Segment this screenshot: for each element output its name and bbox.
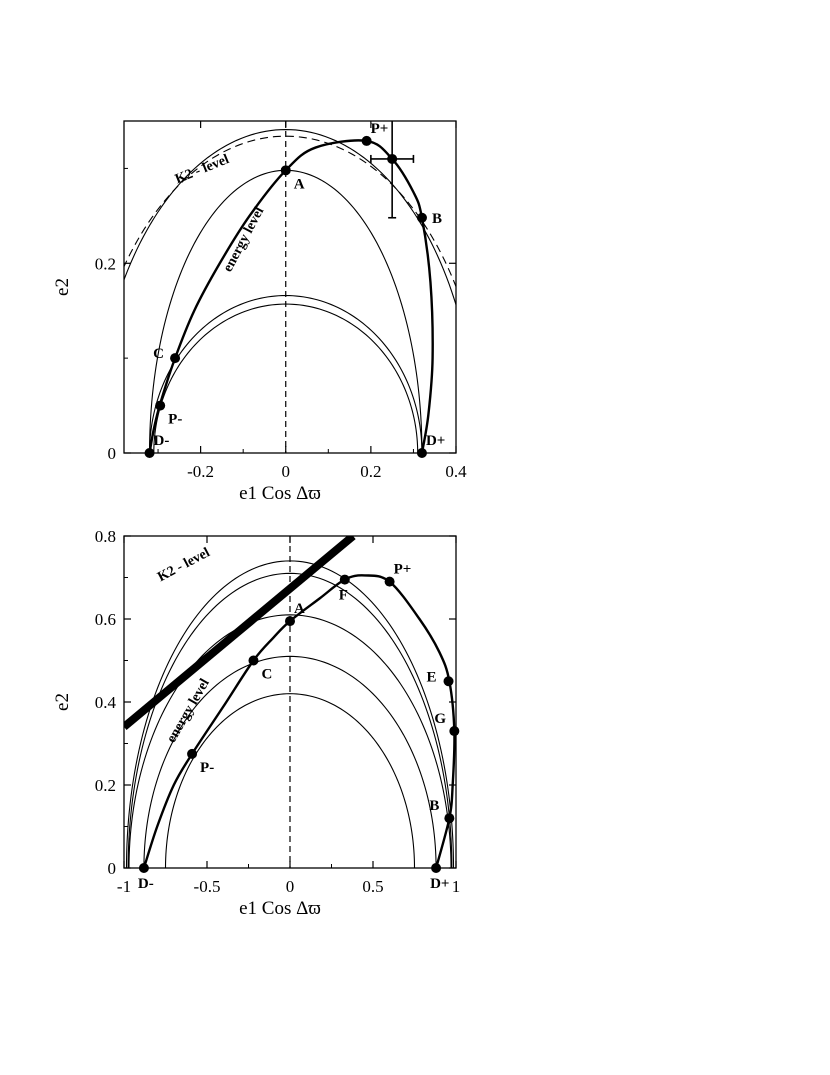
y-tick-label: 0.2 [95, 776, 116, 795]
point-label-dplus: D+ [426, 433, 445, 449]
observation-marker [387, 153, 398, 164]
y-tick-label: 0.6 [95, 610, 116, 629]
point-label-f: F [339, 588, 348, 604]
point-label-pplus: P+ [394, 562, 412, 578]
point-label-pminus: P- [168, 412, 182, 428]
point-label-dplus: D+ [430, 876, 449, 892]
point-label-g: G [434, 711, 446, 727]
x-tick-label: 0.5 [362, 877, 383, 896]
point-marker-f [339, 574, 350, 585]
k2-level-arc [124, 128, 456, 307]
point-marker-a [280, 165, 291, 176]
k2-level-arc [148, 294, 423, 453]
point-marker-c [248, 655, 259, 666]
k2-level-label: K2 - level [173, 152, 231, 187]
point-marker-e [443, 676, 454, 687]
k2-level-arc [143, 655, 437, 868]
k2-level-arc [164, 693, 416, 868]
point-marker-a [285, 616, 295, 627]
point-marker-pplus [384, 576, 395, 587]
k2-level-arc [127, 572, 453, 868]
k2-level-arc [153, 303, 419, 453]
y-tick-label: 0 [108, 444, 117, 463]
observation-errorbar [370, 121, 415, 219]
y-tick-label: 0.4 [95, 693, 117, 712]
y-tick-label: 0.2 [95, 254, 116, 273]
point-label-b: B [432, 211, 442, 227]
point-marker-b [444, 813, 455, 824]
stability-boundary-line [124, 536, 356, 730]
point-marker-g [449, 726, 460, 737]
x-tick-label: 0 [286, 877, 295, 896]
x-tick-label: 0.4 [445, 462, 467, 481]
x-tick-label: 1 [452, 877, 461, 896]
point-label-a: A [294, 176, 305, 192]
point-label-pminus: P- [200, 760, 214, 776]
point-marker-pminus [187, 748, 198, 759]
plot-frame [123, 120, 457, 454]
y-tick-label: 0 [108, 859, 117, 878]
point-marker-b [416, 212, 427, 223]
y-tick-label: 0.8 [95, 527, 116, 546]
point-label-dminus: D- [138, 876, 154, 892]
point-label-c: C [153, 346, 164, 362]
x-axis-title: e1 Cos Δϖ [239, 898, 321, 919]
x-tick-label: -1 [117, 877, 131, 896]
energy-level-label: energy level [221, 205, 268, 275]
point-label-b: B [429, 798, 439, 814]
point-marker-pplus [361, 135, 372, 146]
x-tick-label: -0.5 [194, 877, 221, 896]
x-tick-label: 0 [281, 462, 290, 481]
plot-area [124, 536, 456, 868]
x-axis-title: e1 Cos Δϖ [239, 483, 321, 504]
point-label-a: A [294, 601, 305, 617]
k2-level-label: K2 - level [155, 545, 212, 585]
point-label-e: E [427, 669, 437, 685]
point-label-c: C [261, 667, 272, 683]
k2-level-arc [125, 560, 455, 868]
y-axis-title: e2 [52, 693, 73, 711]
point-label-pplus: P+ [371, 121, 389, 137]
k2-level-arc [128, 614, 452, 868]
point-marker-c [170, 353, 181, 364]
point-marker-pminus [155, 400, 166, 411]
panel-top: A P+ B C P- D- D+ K2 - level energy level -0.2 0 0.… [52, 120, 467, 504]
point-label-dminus: D- [154, 433, 170, 449]
y-axis-title: e2 [52, 278, 73, 296]
energy-level-curve [148, 139, 434, 453]
x-tick-label: 0.2 [360, 462, 381, 481]
x-tick-label: -0.2 [187, 462, 214, 481]
